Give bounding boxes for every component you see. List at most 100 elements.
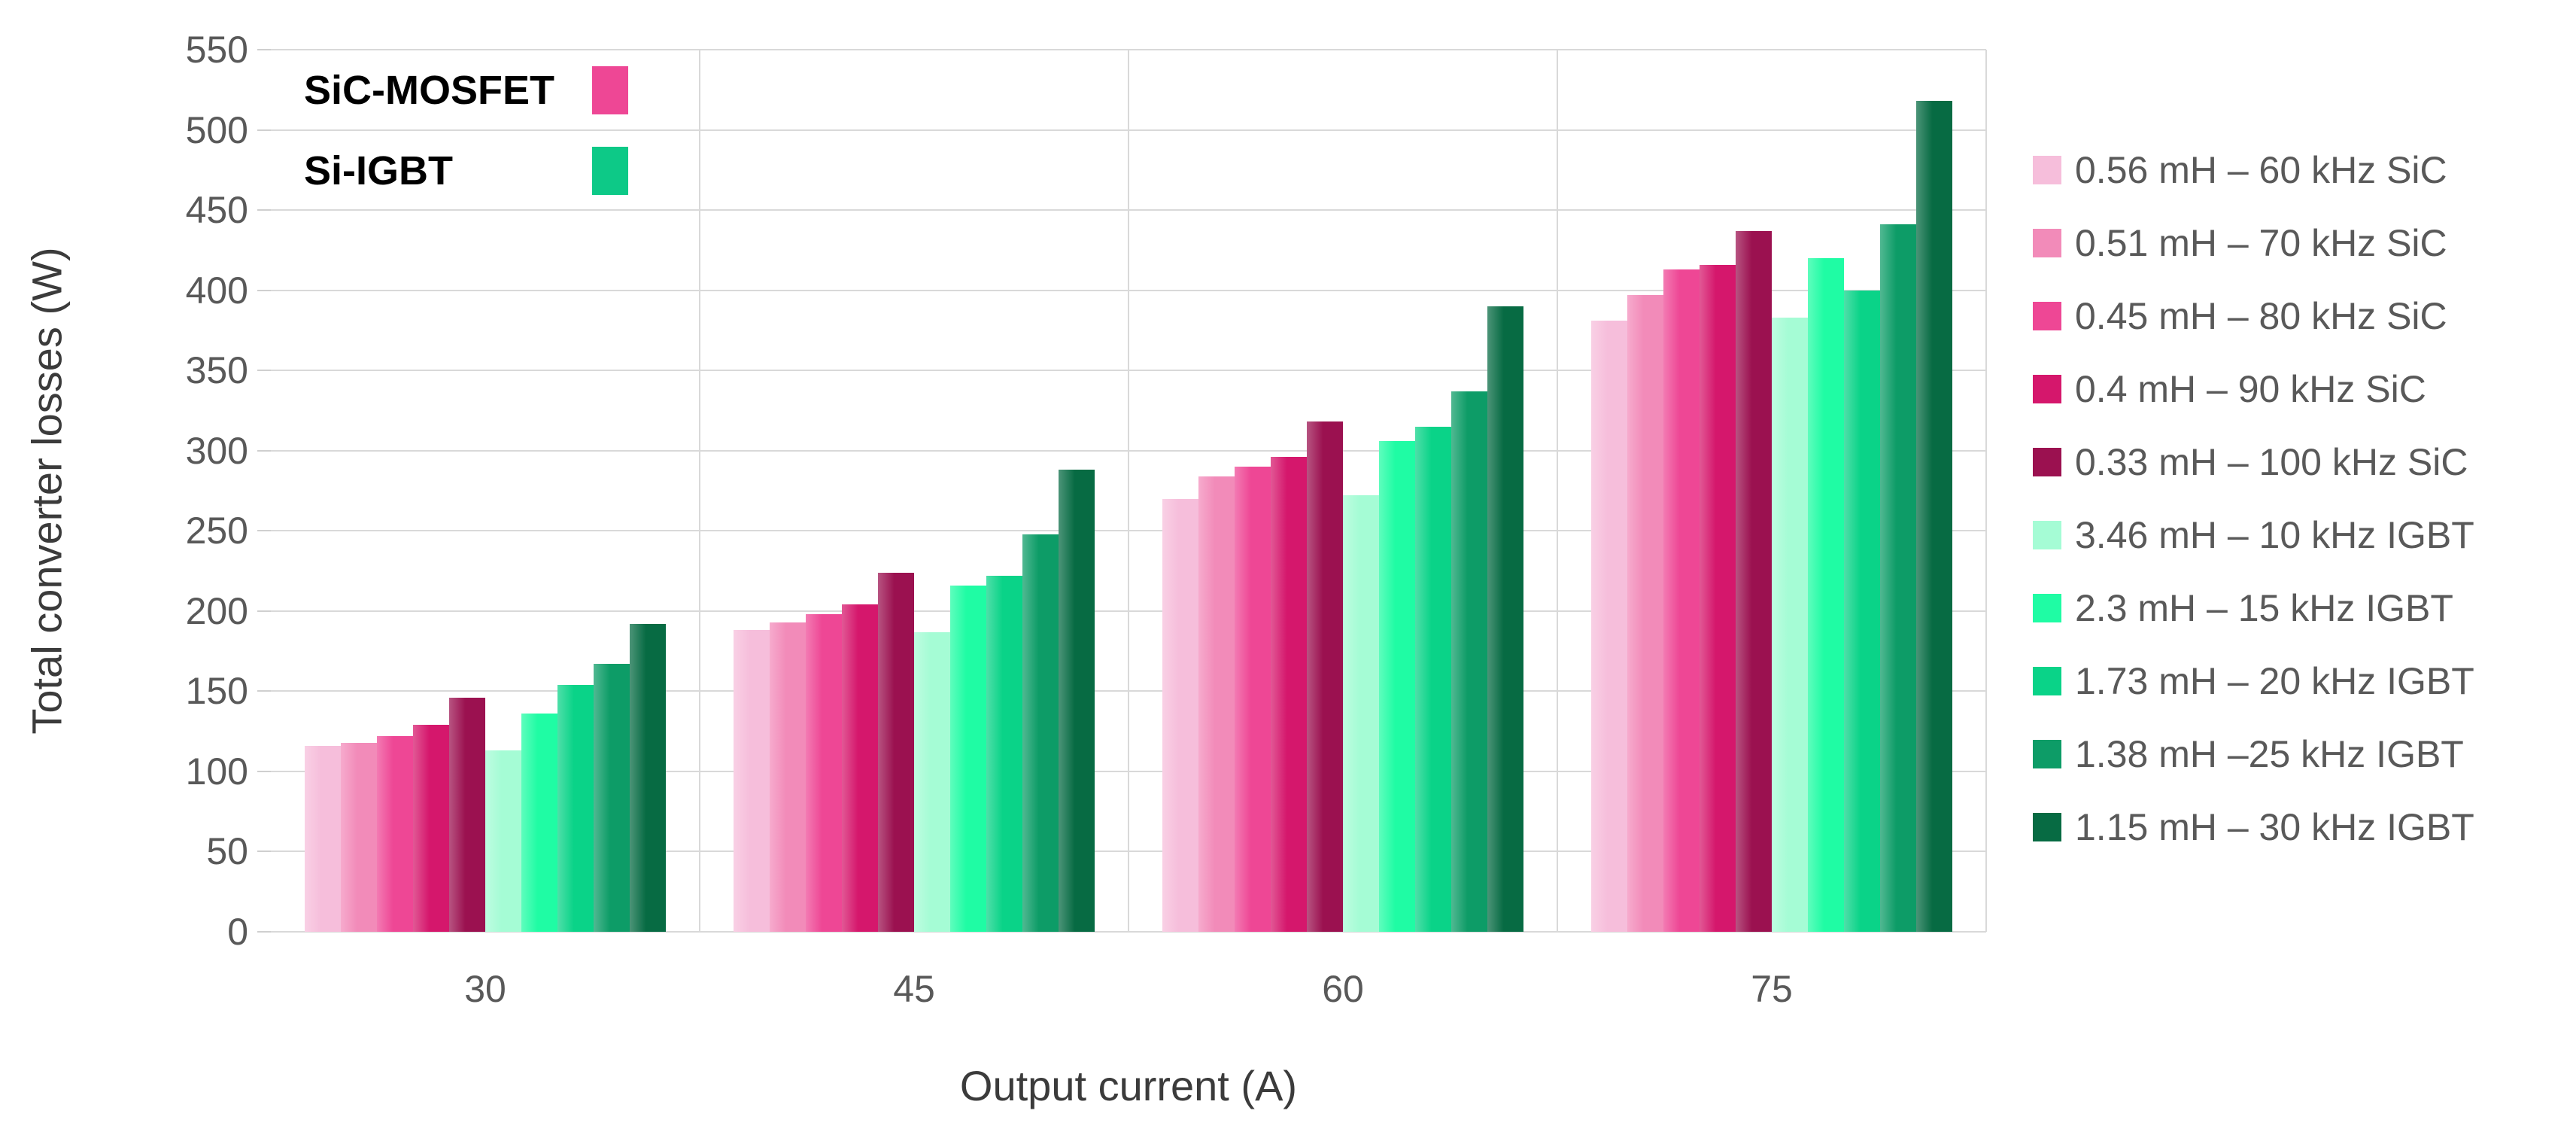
y-tick-label: 450: [185, 189, 248, 232]
bar: [878, 572, 914, 932]
x-category-label: 45: [893, 968, 935, 1010]
bar: [1271, 457, 1307, 932]
bar: [986, 575, 1022, 932]
legend-item: 0.4 mH – 90 kHz SiC: [2033, 368, 2544, 410]
y-tick-mark: [257, 610, 271, 612]
bar: [1736, 230, 1772, 932]
legend-item: 0.33 mH – 100 kHz SiC: [2033, 441, 2544, 483]
legend-swatch: [2033, 594, 2061, 622]
bar: [1627, 295, 1663, 932]
annotation-swatch: [592, 147, 628, 195]
legend-label: 0.33 mH – 100 kHz SiC: [2075, 441, 2468, 483]
legend-label: 3.46 mH – 10 kHz IGBT: [2075, 514, 2474, 556]
legend-label: 0.4 mH – 90 kHz SiC: [2075, 368, 2426, 410]
legend-label: 1.73 mH – 20 kHz IGBT: [2075, 660, 2474, 702]
y-axis-title: Total converter losses (W): [23, 247, 71, 735]
bar: [594, 664, 630, 932]
bar: [1663, 269, 1700, 932]
legend-swatch: [2033, 229, 2061, 257]
category-boundary-line: [1985, 50, 1987, 932]
bar: [1916, 101, 1952, 932]
bar: [950, 585, 986, 932]
gridline: [271, 931, 1986, 933]
y-tick-mark: [257, 851, 271, 853]
y-tick-label: 200: [185, 589, 248, 632]
x-axis-title: Output current (A): [959, 1062, 1298, 1109]
bar: [305, 745, 341, 932]
legend-item: 2.3 mH – 15 kHz IGBT: [2033, 587, 2544, 629]
bar: [1844, 290, 1880, 932]
legend-item: 0.56 mH – 60 kHz SiC: [2033, 149, 2544, 191]
bar: [1162, 498, 1198, 932]
annotation-row: Si-IGBT: [271, 147, 662, 195]
y-tick-mark: [257, 449, 271, 452]
x-category-label: 60: [1322, 968, 1364, 1010]
y-tick-label: 400: [185, 269, 248, 312]
bar: [1379, 440, 1415, 932]
y-tick-label: 500: [185, 108, 248, 151]
legend-label: 0.56 mH – 60 kHz SiC: [2075, 149, 2447, 191]
legend-swatch: [2033, 375, 2061, 403]
annotation-swatch: [592, 66, 628, 114]
bar: [1591, 321, 1627, 932]
bar: [1415, 426, 1451, 932]
bar: [1059, 470, 1095, 932]
category-boundary-line: [1557, 50, 1558, 932]
legend-label: 0.51 mH – 70 kHz SiC: [2075, 222, 2447, 264]
legend-swatch: [2033, 521, 2061, 549]
legend-label: 0.45 mH – 80 kHz SiC: [2075, 295, 2447, 337]
bar: [521, 714, 557, 932]
bar: [1487, 306, 1523, 932]
annotation-label: SiC-MOSFET: [304, 68, 554, 113]
legend-label: 1.38 mH –25 kHz IGBT: [2075, 733, 2464, 775]
bar: [1307, 421, 1343, 932]
legend-swatch: [2033, 448, 2061, 476]
legend-swatch: [2033, 156, 2061, 184]
y-tick-mark: [257, 931, 271, 933]
y-tick-mark: [257, 209, 271, 211]
bar: [485, 750, 521, 932]
y-tick-mark: [257, 289, 271, 291]
x-category-label: 75: [1751, 968, 1793, 1010]
bar: [1451, 391, 1487, 932]
y-tick-mark: [257, 129, 271, 131]
plot-area: SiC-MOSFET Si-IGBT: [257, 49, 1987, 933]
bar: [806, 614, 842, 932]
bar: [377, 736, 413, 932]
y-tick-mark: [257, 770, 271, 772]
bar: [842, 604, 878, 932]
bar: [770, 622, 806, 932]
legend-item: 1.38 mH –25 kHz IGBT: [2033, 733, 2544, 775]
y-tick-label: 0: [227, 911, 248, 953]
y-tick-label: 550: [185, 29, 248, 71]
bar: [734, 630, 770, 932]
bar: [1022, 534, 1059, 932]
legend-label: 2.3 mH – 15 kHz IGBT: [2075, 587, 2453, 629]
legend-swatch: [2033, 813, 2061, 841]
bar: [1772, 317, 1808, 932]
bar: [1343, 495, 1379, 932]
y-tick-label: 350: [185, 349, 248, 392]
legend-item: 3.46 mH – 10 kHz IGBT: [2033, 514, 2544, 556]
bar: [630, 623, 666, 932]
y-tick-mark: [257, 530, 271, 532]
bar: [1700, 264, 1736, 932]
category-boundary-line: [1128, 50, 1129, 932]
legend-label: 1.15 mH – 30 kHz IGBT: [2075, 806, 2474, 848]
legend-swatch: [2033, 667, 2061, 695]
bar: [914, 631, 950, 932]
bar: [341, 742, 377, 932]
legend-item: 1.73 mH – 20 kHz IGBT: [2033, 660, 2544, 702]
legend-item: 0.51 mH – 70 kHz SiC: [2033, 222, 2544, 264]
x-category-label: 30: [464, 968, 506, 1010]
bar: [1198, 476, 1235, 932]
y-tick-label: 150: [185, 670, 248, 713]
category-boundary-line: [699, 50, 700, 932]
bar: [1808, 258, 1844, 932]
bar: [413, 725, 449, 932]
y-tick-label: 250: [185, 510, 248, 552]
y-tick-mark: [257, 49, 271, 50]
y-tick-mark: [257, 370, 271, 372]
annotation-label: Si-IGBT: [304, 148, 453, 193]
